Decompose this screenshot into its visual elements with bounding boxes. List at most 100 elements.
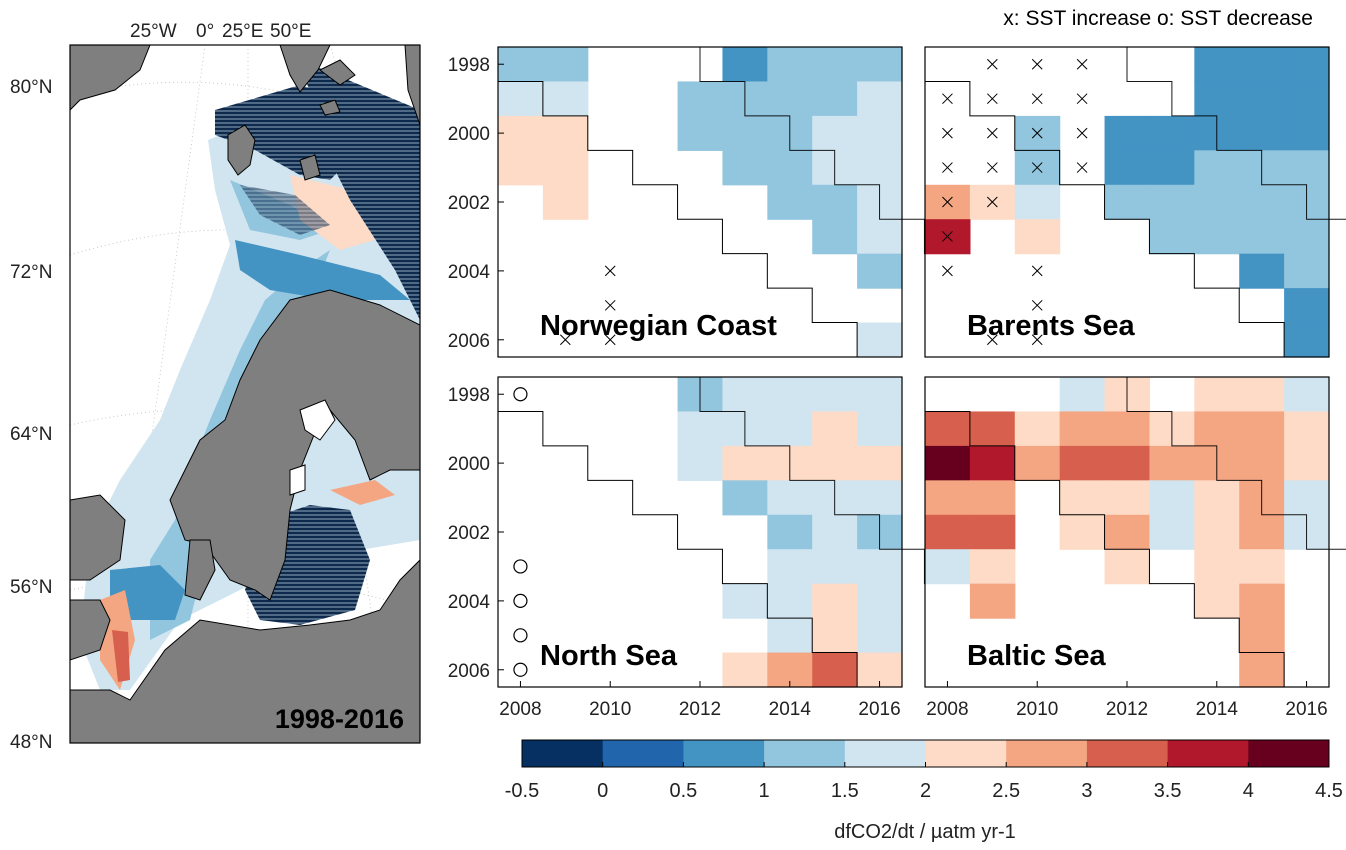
north-sea-sst-decrease-mark-2008-2005 <box>513 628 528 643</box>
norwegian-coast-cell-2015-2000 <box>812 115 858 151</box>
norwegian-coast-ytick-label-2002: 2002 <box>448 193 490 214</box>
north-sea-cell-2014-1999 <box>767 411 813 447</box>
colorbar-tick-label-10: 4.5 <box>1315 780 1343 802</box>
baltic-sea-cell-2011-1998 <box>1059 377 1106 413</box>
barents-sea-sst-increase-mark-2010-2000 <box>1031 127 1043 139</box>
colorbar-tick-label-9: 4 <box>1243 780 1254 802</box>
barents-sea-cell-2014-2003 <box>1194 219 1240 255</box>
colorbar-tick-label-3: 1 <box>759 780 770 802</box>
colorbar-segment-9 <box>1248 740 1330 767</box>
colorbar-tick-label-0: -0.5 <box>505 780 539 802</box>
norwegian-coast-ytick-label-2006: 2006 <box>448 331 490 352</box>
baltic-sea-cell-2016-1998 <box>1284 377 1330 413</box>
barents-sea-cell-2016-2003 <box>1284 219 1330 255</box>
norwegian-coast-cell-2008-1998 <box>498 47 544 83</box>
norwegian-coast-cell-2016-1999 <box>857 81 903 117</box>
baltic-sea-cell-2009-2001 <box>969 480 1016 516</box>
baltic-sea-cell-2014-1999 <box>1194 411 1240 447</box>
baltic-sea-xtick-label-2010: 2010 <box>1016 699 1058 720</box>
north-sea-xtick-label-2008: 2008 <box>499 699 541 720</box>
baltic-sea-cell-2013-2002 <box>1149 514 1195 550</box>
barents-sea-cell-2016-1999 <box>1284 81 1330 117</box>
barents-sea-cell-2015-2002 <box>1239 184 1285 220</box>
barents-sea-sst-increase-mark-2010-2006 <box>1031 334 1043 346</box>
baltic-sea-cell-2008-2000 <box>925 445 971 481</box>
barents-sea-cell-2015-1999 <box>1239 81 1285 117</box>
norwegian-coast-cell-2013-2001 <box>722 150 768 186</box>
north-sea-cell-2012-2000 <box>677 445 724 481</box>
colorbar-label: dfCO2/dt / µatm yr-1 <box>834 821 1016 843</box>
colorbar-segment-1 <box>602 740 684 767</box>
barents-sea-cell-2012-2001 <box>1104 150 1151 186</box>
barents-sea-sst-increase-mark-2009-1998 <box>986 58 998 70</box>
colorbar-segment-6 <box>1006 740 1088 767</box>
norwegian-coast-cell-2009-1998 <box>542 47 589 83</box>
colorbar-segment-3 <box>764 740 846 767</box>
baltic-sea-cell-2011-1999 <box>1059 411 1106 447</box>
north-sea-cell-2013-2006 <box>722 652 768 688</box>
baltic-sea-boundary-upper <box>1126 377 1346 550</box>
colorbar: -0.5 0 0.5 1 1.5 2 2.5 3 3.5 4 4.5 <box>505 739 1343 802</box>
north-sea-boundary-lower <box>498 410 858 687</box>
barents-sea-cell-2013-2001 <box>1149 150 1195 186</box>
barents-sea-sst-increase-mark-2011-2000 <box>1076 127 1088 139</box>
baltic-sea-cell-2009-2000 <box>969 445 1016 481</box>
baltic-sea-cell-2014-2004 <box>1194 583 1240 619</box>
norwegian-coast-cell-2009-1999 <box>542 81 589 117</box>
north-sea-ytick-label-2000: 2000 <box>448 454 490 475</box>
barents-sea-sst-increase-mark-2011-2001 <box>1076 162 1088 173</box>
map-water-bodies <box>289 399 336 496</box>
norwegian-coast-cell-2014-2001 <box>767 150 813 186</box>
barents-sea-sst-increase-mark-2011-1998 <box>1076 58 1088 70</box>
barents-sea-title: Barents Sea <box>967 310 1136 342</box>
lon-label-50e: 50°E <box>270 21 311 42</box>
barents-sea-sst-increase-mark-2010-1998 <box>1031 58 1043 70</box>
baltic-sea-cell-2010-2000 <box>1014 445 1061 481</box>
north-sea-sst-decrease-mark-2008-2003 <box>513 559 528 574</box>
panel-barents-sea: Barents Sea <box>924 46 1346 358</box>
north-sea-cell-2015-2003 <box>812 549 858 585</box>
colorbar-tick-label-4: 1.5 <box>831 780 859 802</box>
barents-sea-sst-increase-mark-2010-2001 <box>1031 162 1043 173</box>
norwegian-coast-cell-2016-2000 <box>857 115 903 151</box>
barents-sea-cell-2016-2006 <box>1284 322 1330 358</box>
north-sea-cell-2015-1999 <box>812 411 858 447</box>
north-sea-ytick-label-1998: 1998 <box>448 385 490 406</box>
baltic-sea-cell-2015-1998 <box>1239 377 1285 413</box>
colorbar-tick-label-6: 2.5 <box>992 780 1020 802</box>
baltic-sea-boundary-lower <box>925 410 1285 687</box>
norwegian-coast-cell-2016-1998 <box>857 47 903 83</box>
north-sea-xtick-label-2012: 2012 <box>679 699 721 720</box>
north-sea-ytick-label-2004: 2004 <box>448 592 491 613</box>
north-sea-sst-decrease-mark-2008-2006 <box>513 662 528 677</box>
baltic-sea-cell-2015-1999 <box>1239 411 1285 447</box>
barents-sea-cell-2014-1998 <box>1194 47 1240 83</box>
norwegian-coast-cell-2008-1999 <box>498 81 544 117</box>
norwegian-coast-cell-2009-2000 <box>542 115 589 151</box>
colorbar-segment-4 <box>844 740 926 767</box>
baltic-sea-cell-2015-2000 <box>1239 445 1285 481</box>
north-sea-cell-2013-2004 <box>722 583 768 619</box>
barents-sea-cell-2012-2000 <box>1104 115 1151 151</box>
colorbar-segment-5 <box>925 740 1007 767</box>
barents-sea-sst-increase-mark-2009-2002 <box>986 196 998 208</box>
barents-sea-cell-2013-2000 <box>1149 115 1195 151</box>
barents-sea-cell-2016-2000 <box>1284 115 1330 151</box>
north-sea-cell-2015-2005 <box>812 618 858 654</box>
lat-label-48n: 48°N <box>10 732 52 753</box>
barents-sea-boundary-lower <box>925 80 1285 357</box>
north-sea-cell-2015-2000 <box>812 445 858 481</box>
barents-sea-sst-increase-mark-2009-2001 <box>986 162 998 173</box>
barents-sea-sst-increase-mark-2008-2004 <box>942 265 953 277</box>
norwegian-coast-cell-2009-2001 <box>542 150 589 186</box>
baltic-sea-cell-2012-1999 <box>1104 411 1151 447</box>
barents-sea-cell-2013-2003 <box>1149 219 1195 255</box>
norwegian-coast-sst-increase-mark-2009-2006 <box>559 334 571 346</box>
north-sea-xtick-label-2014: 2014 <box>769 699 812 720</box>
north-sea-cell-2015-1998 <box>812 377 858 413</box>
baltic-sea-cell-2011-2002 <box>1059 514 1106 550</box>
north-sea-sst-decrease-mark-2008-1998 <box>513 387 528 402</box>
baltic-sea-cell-2009-2004 <box>969 583 1016 619</box>
norwegian-coast-cell-2012-1999 <box>677 81 724 117</box>
norwegian-coast-sst-increase-mark-2010-2005 <box>604 299 616 311</box>
